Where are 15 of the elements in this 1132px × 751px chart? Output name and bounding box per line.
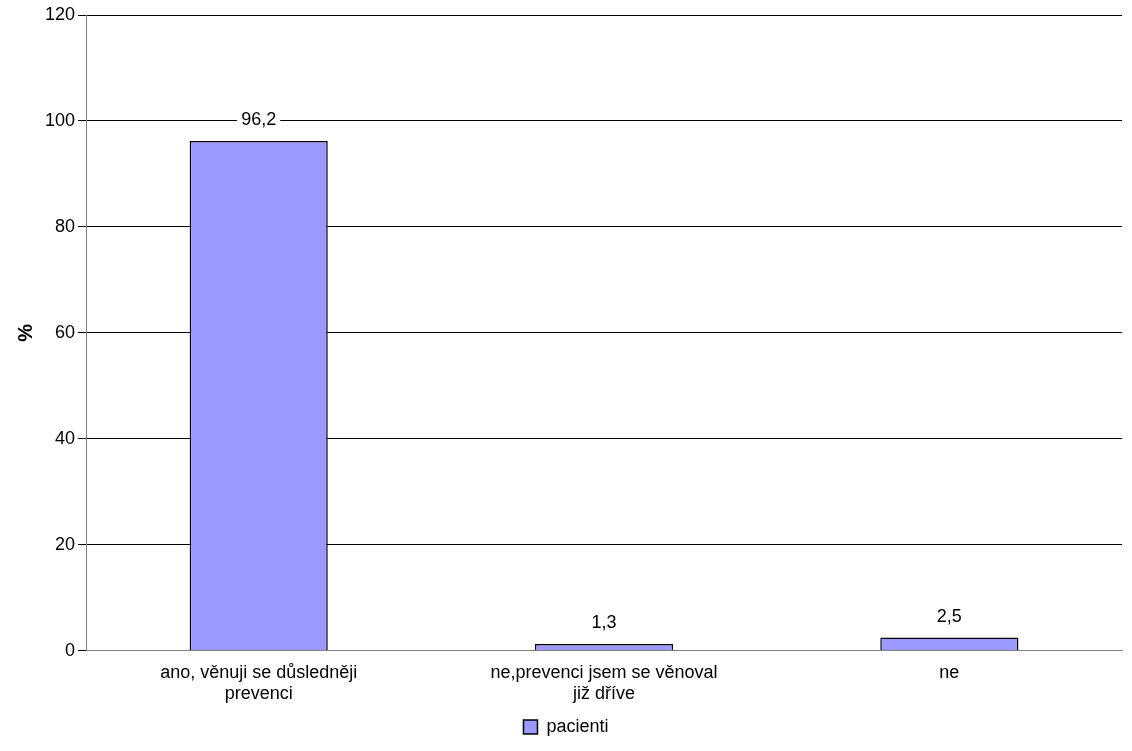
y-axis-title: % [13, 323, 36, 342]
y-tick-label: 120 [44, 3, 76, 24]
text: 1,3 [591, 611, 617, 632]
x-tick-label: ano, věnuji se důsledněji prevenci [160, 661, 358, 704]
legend-label: pacienti [546, 715, 609, 736]
y-tick-label: 20 [55, 533, 76, 554]
y-tick-label: 0 [65, 639, 76, 660]
x-tick-label: ne [939, 661, 960, 682]
y-tick-label: 80 [55, 215, 76, 236]
text: 96,2 [241, 109, 277, 130]
y-tick-label: 60 [55, 321, 76, 342]
y-tick-label: 100 [44, 109, 76, 130]
text: 2,5 [936, 605, 962, 626]
x-tick-label: ne,prevenci jsem se věnoval již dříve [490, 661, 718, 704]
y-tick-label: 40 [55, 427, 76, 448]
